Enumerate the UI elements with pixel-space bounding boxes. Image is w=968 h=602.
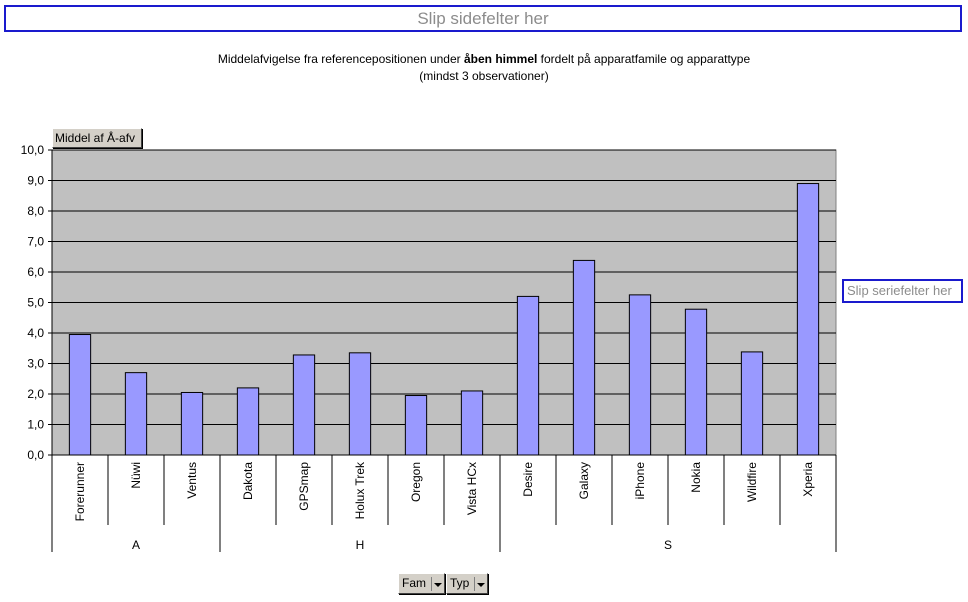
- y-tick-label: 0,0: [27, 448, 44, 462]
- y-tick-label: 4,0: [27, 326, 44, 340]
- y-tick-label: 6,0: [27, 265, 44, 279]
- bar: [180, 391, 204, 456]
- y-tick-label: 3,0: [27, 357, 44, 371]
- bar: [348, 352, 372, 456]
- category-label: Nüwi: [129, 462, 143, 489]
- y-tick-label: 9,0: [27, 174, 44, 188]
- title-text-pre: Middelafvigelse fra referencepositionen …: [217, 52, 464, 66]
- category-label: Desire: [521, 462, 535, 497]
- chart-title-line-1: Middelafvigelse fra referencepositionen …: [0, 52, 968, 66]
- category-label: Vista HCx: [465, 462, 479, 515]
- bar: [796, 183, 820, 456]
- dropdown-arrow-icon[interactable]: [474, 577, 486, 591]
- category-label: Wildfire: [745, 462, 759, 502]
- bar: [404, 395, 428, 456]
- category-label: Holux Trek: [353, 461, 367, 519]
- group-label: H: [356, 538, 365, 552]
- fam-field-button[interactable]: Fam: [398, 573, 445, 594]
- category-label: Forerunner: [73, 462, 87, 521]
- bar: [68, 334, 92, 456]
- bar: [124, 372, 148, 456]
- typ-field-label: Typ: [450, 576, 470, 590]
- chart-title-line-2: (mindst 3 observationer): [419, 69, 549, 83]
- category-label: Nokia: [689, 462, 703, 493]
- bar: [516, 295, 540, 456]
- y-tick-label: 8,0: [27, 204, 44, 218]
- category-label: Oregon: [409, 462, 423, 502]
- y-tick-label: 10,0: [21, 143, 45, 157]
- bar: [628, 294, 652, 456]
- y-tick-label: 5,0: [27, 296, 44, 310]
- bar: [572, 259, 596, 456]
- fam-field-label: Fam: [402, 576, 426, 590]
- y-tick-label: 2,0: [27, 387, 44, 401]
- bar: [460, 390, 484, 456]
- title-text-bold: åben himmel: [463, 52, 538, 66]
- typ-field-button[interactable]: Typ: [446, 573, 488, 594]
- y-tick-label: 1,0: [27, 418, 44, 432]
- bar: [740, 351, 764, 456]
- category-label: iPhone: [633, 462, 647, 500]
- category-label: Xperia: [801, 462, 815, 497]
- category-label: Dakota: [241, 462, 255, 500]
- bar: [236, 387, 260, 456]
- category-label: Galaxy: [577, 462, 591, 499]
- bar: [292, 354, 316, 456]
- category-label: GPSmap: [297, 462, 311, 511]
- page-field-drop-zone[interactable]: Slip sidefelter her: [4, 5, 962, 32]
- category-label: Ventus: [185, 462, 199, 499]
- series-field-drop-zone[interactable]: Slip seriefelter her: [842, 279, 963, 303]
- bar: [684, 308, 708, 456]
- group-label: A: [132, 538, 140, 552]
- dropdown-arrow-icon[interactable]: [431, 577, 443, 591]
- data-field-button[interactable]: Middel af Å-afv: [52, 128, 142, 148]
- title-text-post: fordelt på apparatfamile og apparattype: [537, 52, 751, 66]
- y-tick-label: 7,0: [27, 235, 44, 249]
- group-label: S: [664, 538, 672, 552]
